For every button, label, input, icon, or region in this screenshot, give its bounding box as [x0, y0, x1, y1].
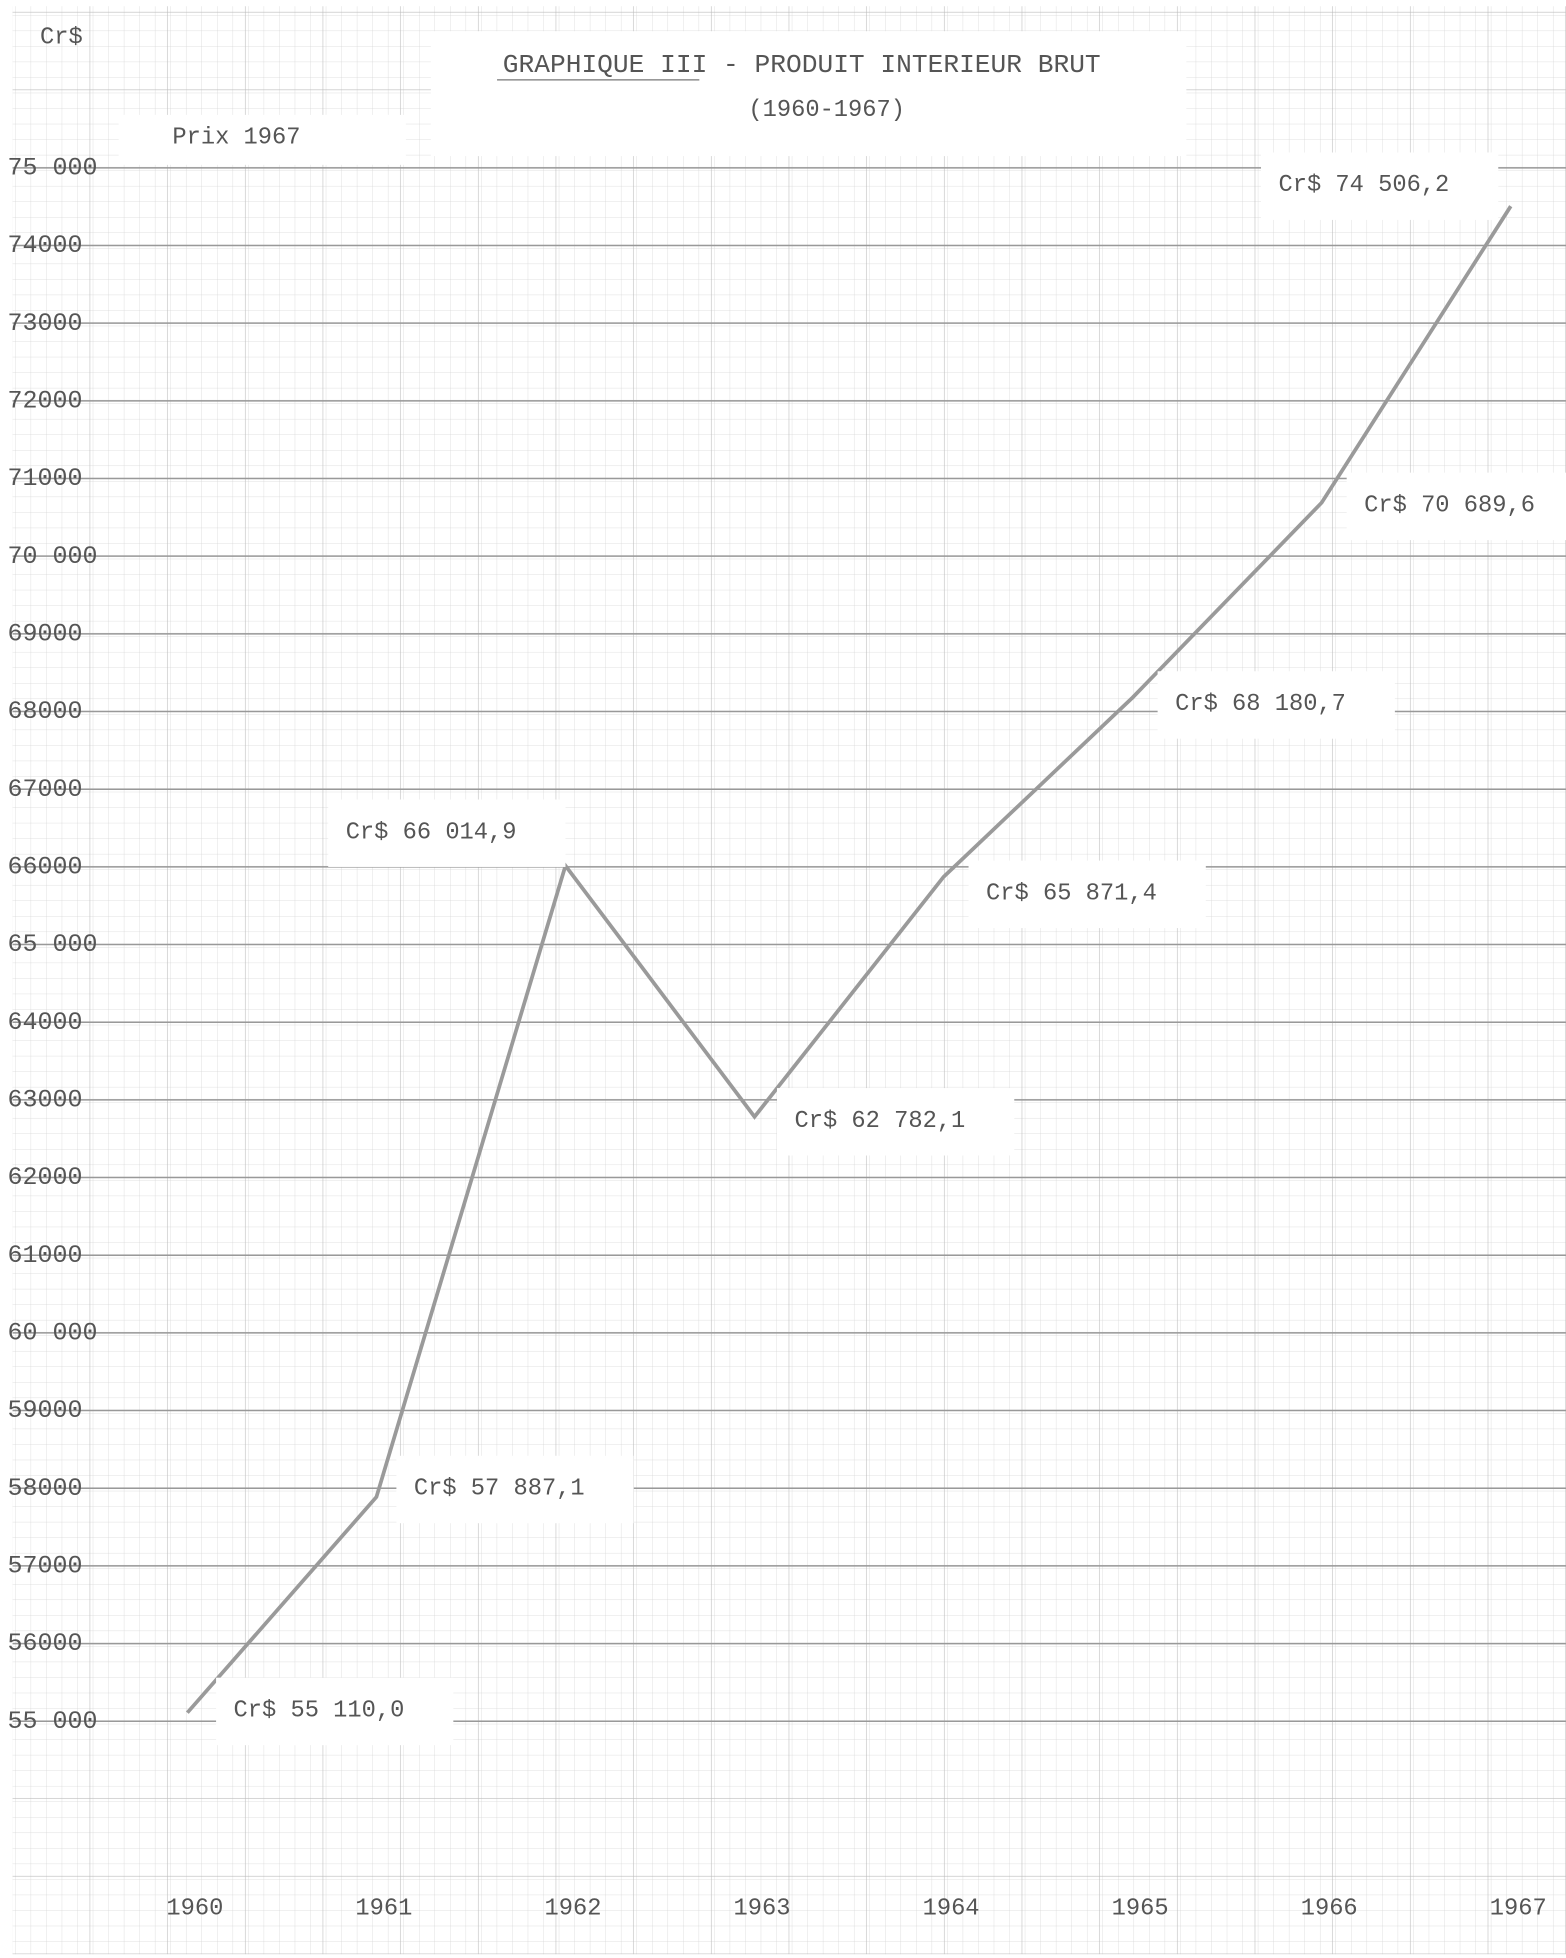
y-tick-label: 72000	[8, 387, 83, 415]
y-tick-label: 60 000	[8, 1319, 98, 1347]
x-tick-label: 1963	[734, 1895, 791, 1922]
y-tick-label: 62000	[8, 1164, 83, 1192]
y-tick-label: 55 000	[8, 1708, 98, 1736]
y-tick-label: 61000	[8, 1242, 83, 1270]
data-label: Cr$ 66 014,9	[346, 819, 517, 846]
x-tick-label: 1965	[1112, 1895, 1169, 1922]
y-axis-label: Cr$	[40, 25, 83, 52]
plot: Cr$ 55 110,0 Cr$ 57 887,1 Cr$ 66 014,9 Cr$ …	[185, 152, 1566, 1746]
x-tick-label: 1966	[1301, 1895, 1358, 1922]
y-tick-label: 67000	[8, 776, 83, 804]
x-tick-label: 1962	[544, 1895, 601, 1922]
data-label: Cr$ 68 180,7	[1175, 691, 1346, 718]
chart-subtitle: (1960-1967)	[748, 97, 905, 124]
grid	[12, 167, 1566, 1722]
label-box	[396, 1455, 634, 1524]
y-tick-label: 63000	[8, 1086, 83, 1114]
x-tick-label: 1967	[1490, 1895, 1547, 1922]
y-tick-label: 75 000	[8, 154, 98, 182]
x-tick-label: 1960	[166, 1895, 223, 1922]
label-box	[216, 1677, 454, 1746]
y-tick-label: 56000	[8, 1630, 83, 1658]
y-tick-label: 65 000	[8, 931, 98, 959]
annotation-box	[118, 114, 406, 165]
data-line	[185, 205, 1513, 1714]
label-box	[1261, 152, 1499, 220]
y-tick-label: 66000	[8, 853, 83, 881]
label-box	[328, 799, 566, 867]
chart-title: GRAPHIQUE III - PRODUIT INTERIEUR BRUT	[503, 50, 1101, 80]
annotation: Prix 1967	[172, 125, 300, 152]
y-tick-label: 68000	[8, 698, 83, 726]
data-label: Cr$ 70 689,6	[1364, 492, 1535, 519]
data-label: Cr$ 65 871,4	[986, 880, 1157, 907]
data-label: Cr$ 57 887,1	[414, 1476, 585, 1503]
y-tick-label: 57000	[8, 1552, 83, 1580]
graph-paper	[12, 6, 1566, 1955]
x-tick-label: 1964	[923, 1895, 980, 1922]
y-tick-label: 59000	[8, 1397, 83, 1425]
data-label: Cr$ 55 110,0	[234, 1697, 405, 1724]
y-tick-label: 58000	[8, 1475, 83, 1503]
y-tick-label: 71000	[8, 465, 83, 493]
label-box	[968, 860, 1206, 929]
data-label: Cr$ 62 782,1	[794, 1108, 965, 1135]
y-tick-label: 70 000	[8, 543, 98, 571]
y-tick-label: 74000	[8, 232, 83, 260]
label-box	[1346, 472, 1566, 541]
label-box	[777, 1088, 1015, 1156]
x-tick-label: 1961	[355, 1895, 412, 1922]
data-label: Cr$ 74 506,2	[1278, 172, 1449, 199]
y-tick-label: 69000	[8, 620, 83, 648]
y-tick-label: 64000	[8, 1009, 83, 1037]
title-box	[430, 31, 1187, 157]
y-tick-label: 73000	[8, 310, 83, 338]
label-box	[1157, 671, 1395, 739]
